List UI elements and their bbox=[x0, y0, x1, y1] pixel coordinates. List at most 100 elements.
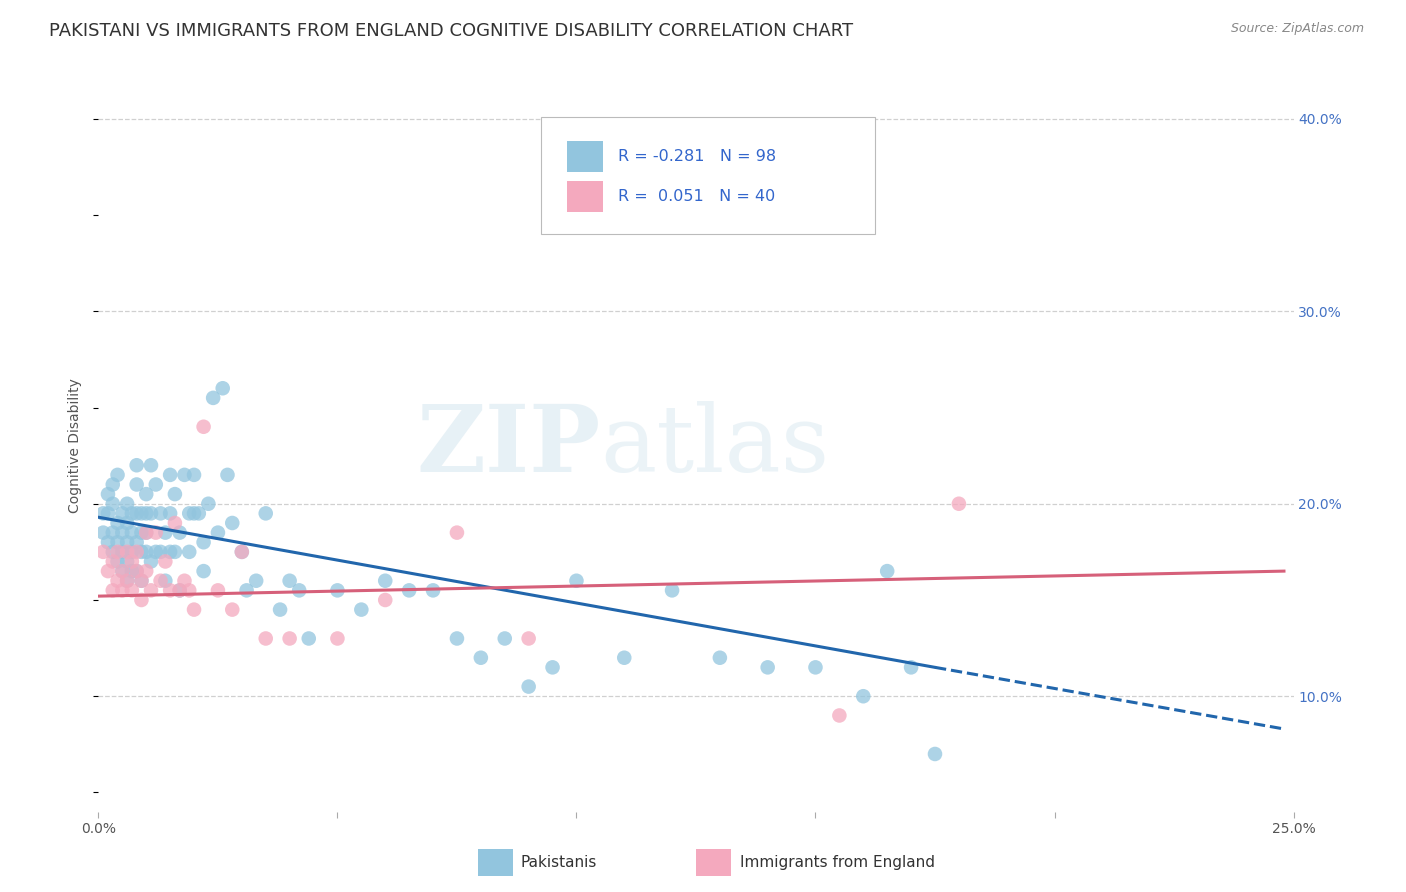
Point bbox=[97, 535, 120, 549]
Point bbox=[517, 632, 540, 646]
Point bbox=[101, 525, 124, 540]
Point bbox=[139, 583, 162, 598]
Point bbox=[111, 545, 134, 559]
Point bbox=[288, 583, 311, 598]
Point bbox=[135, 507, 157, 521]
Y-axis label: Cognitive Disability: Cognitive Disability bbox=[69, 378, 83, 514]
Point bbox=[107, 554, 129, 568]
Point bbox=[107, 545, 129, 559]
Point bbox=[193, 535, 215, 549]
Point bbox=[398, 583, 420, 598]
Point bbox=[245, 574, 267, 588]
Point bbox=[135, 525, 157, 540]
Point bbox=[115, 497, 138, 511]
Point bbox=[91, 525, 114, 540]
Point bbox=[163, 545, 186, 559]
Point bbox=[155, 554, 177, 568]
Point bbox=[852, 690, 875, 704]
Point bbox=[131, 593, 153, 607]
Point bbox=[179, 507, 201, 521]
Text: R =  0.051   N = 40: R = 0.051 N = 40 bbox=[619, 189, 776, 204]
Point bbox=[97, 507, 120, 521]
Point bbox=[374, 574, 396, 588]
Point bbox=[101, 497, 124, 511]
Point bbox=[121, 545, 143, 559]
Point bbox=[163, 487, 186, 501]
Text: atlas: atlas bbox=[600, 401, 830, 491]
Point bbox=[924, 747, 946, 761]
Point bbox=[107, 574, 129, 588]
Point bbox=[107, 535, 129, 549]
Point bbox=[235, 583, 257, 598]
FancyBboxPatch shape bbox=[540, 117, 875, 234]
Text: Immigrants from England: Immigrants from England bbox=[740, 855, 935, 870]
Point bbox=[541, 660, 564, 674]
Point bbox=[91, 545, 114, 559]
Point bbox=[125, 545, 148, 559]
Point bbox=[350, 602, 373, 616]
Point bbox=[709, 650, 731, 665]
Point bbox=[278, 632, 301, 646]
Point bbox=[91, 507, 114, 521]
Point bbox=[183, 602, 205, 616]
Point bbox=[121, 564, 143, 578]
Point bbox=[183, 467, 205, 482]
Point bbox=[231, 545, 253, 559]
Point bbox=[131, 525, 153, 540]
Point bbox=[221, 516, 243, 530]
Point bbox=[135, 564, 157, 578]
Point bbox=[254, 507, 277, 521]
Point bbox=[155, 574, 177, 588]
Point bbox=[121, 525, 143, 540]
Point bbox=[139, 554, 162, 568]
Point bbox=[193, 419, 215, 434]
Point bbox=[637, 179, 659, 194]
Point bbox=[202, 391, 225, 405]
Point bbox=[131, 574, 153, 588]
Point bbox=[135, 487, 157, 501]
Point bbox=[217, 467, 239, 482]
Point bbox=[183, 507, 205, 521]
Point bbox=[169, 583, 191, 598]
Point bbox=[145, 477, 167, 491]
Point bbox=[145, 525, 167, 540]
Point bbox=[149, 507, 172, 521]
Point bbox=[111, 564, 134, 578]
Point bbox=[494, 632, 516, 646]
Point bbox=[169, 583, 191, 598]
Point bbox=[613, 650, 636, 665]
Point bbox=[131, 507, 153, 521]
Point bbox=[111, 583, 134, 598]
Point bbox=[197, 497, 219, 511]
Point bbox=[446, 525, 468, 540]
Point bbox=[125, 477, 148, 491]
Point bbox=[159, 467, 181, 482]
Point bbox=[193, 564, 215, 578]
Point bbox=[231, 545, 253, 559]
Point bbox=[125, 564, 148, 578]
Point bbox=[125, 458, 148, 473]
Text: Pakistanis: Pakistanis bbox=[520, 855, 596, 870]
Point bbox=[97, 564, 120, 578]
Point bbox=[121, 507, 143, 521]
Point bbox=[125, 535, 148, 549]
Point bbox=[278, 574, 301, 588]
Point bbox=[139, 507, 162, 521]
Point bbox=[326, 583, 349, 598]
Point bbox=[135, 545, 157, 559]
Point bbox=[115, 535, 138, 549]
Point bbox=[107, 516, 129, 530]
Point bbox=[115, 545, 138, 559]
Point bbox=[661, 583, 683, 598]
Point bbox=[159, 583, 181, 598]
Point bbox=[145, 545, 167, 559]
Point bbox=[111, 525, 134, 540]
FancyBboxPatch shape bbox=[567, 181, 603, 212]
Point bbox=[115, 554, 138, 568]
Point bbox=[876, 564, 898, 578]
Point bbox=[159, 545, 181, 559]
Point bbox=[446, 632, 468, 646]
Text: ZIP: ZIP bbox=[416, 401, 600, 491]
Point bbox=[948, 497, 970, 511]
Point bbox=[828, 708, 851, 723]
